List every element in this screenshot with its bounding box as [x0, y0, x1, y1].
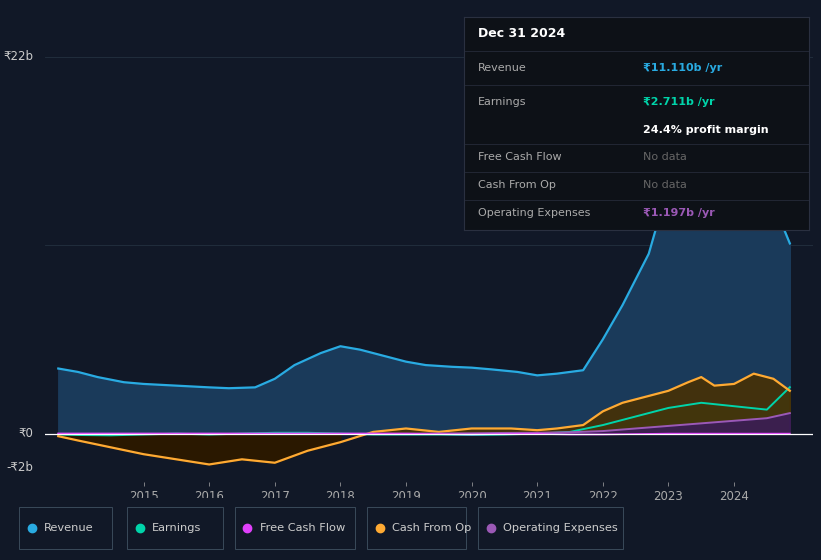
Text: Revenue: Revenue — [478, 63, 526, 73]
Text: Earnings: Earnings — [152, 522, 201, 533]
Text: Cash From Op: Cash From Op — [478, 180, 556, 190]
Text: ₹0: ₹0 — [19, 427, 34, 440]
Text: Revenue: Revenue — [44, 522, 94, 533]
Text: 24.4% profit margin: 24.4% profit margin — [643, 124, 768, 134]
Text: No data: No data — [643, 152, 687, 162]
Text: Dec 31 2024: Dec 31 2024 — [478, 27, 565, 40]
Text: ₹2.711b /yr: ₹2.711b /yr — [643, 97, 715, 107]
Text: No data: No data — [643, 180, 687, 190]
Text: Free Cash Flow: Free Cash Flow — [259, 522, 345, 533]
Text: ₹1.197b /yr: ₹1.197b /yr — [643, 208, 715, 218]
Text: -₹2b: -₹2b — [7, 461, 34, 474]
Text: Cash From Op: Cash From Op — [392, 522, 471, 533]
Text: Free Cash Flow: Free Cash Flow — [478, 152, 562, 162]
Text: ₹22b: ₹22b — [3, 50, 34, 63]
Text: Operating Expenses: Operating Expenses — [478, 208, 590, 218]
Text: Earnings: Earnings — [478, 97, 526, 107]
Text: ₹11.110b /yr: ₹11.110b /yr — [643, 63, 722, 73]
Text: Operating Expenses: Operating Expenses — [503, 522, 617, 533]
